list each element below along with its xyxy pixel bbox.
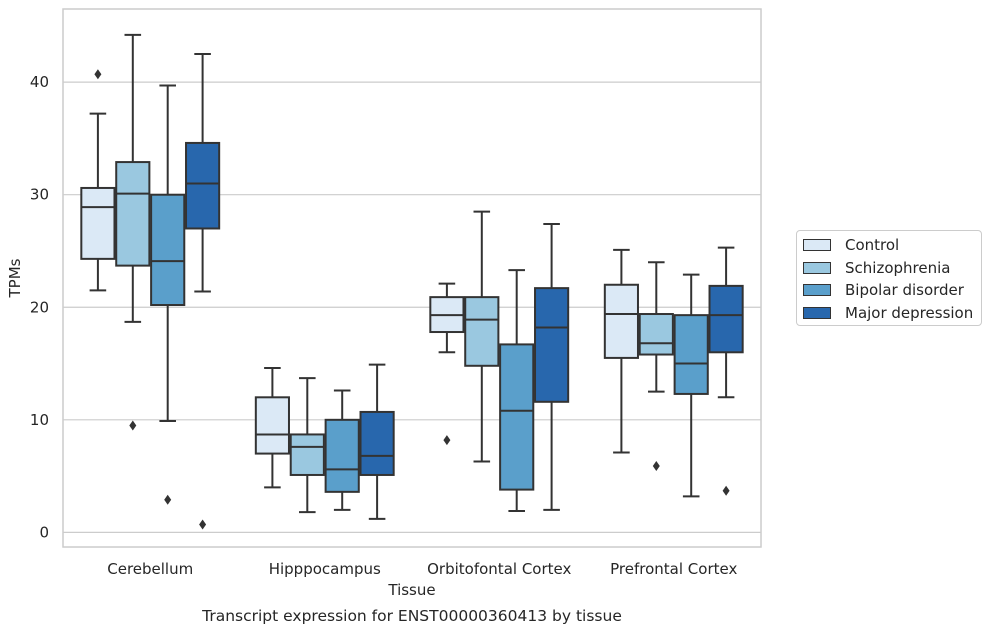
box-3-0 bbox=[185, 53, 221, 530]
box-series bbox=[80, 33, 744, 530]
outlier-point-0 bbox=[199, 519, 207, 530]
box-iqr bbox=[185, 141, 221, 230]
box-iqr bbox=[324, 418, 360, 493]
legend-label-control: Control bbox=[845, 236, 900, 255]
y-tick-label-30: 30 bbox=[30, 186, 49, 204]
box-2-1 bbox=[324, 389, 360, 511]
x-tick-label-0: Cerebellum bbox=[107, 560, 193, 578]
legend-swatch-control bbox=[803, 239, 831, 252]
y-tick-labels: 0 10 20 30 40 bbox=[30, 73, 49, 541]
legend-swatch-schizophrenia bbox=[803, 261, 831, 274]
legend-item-schizophrenia: Schizophrenia bbox=[803, 257, 981, 280]
box-1-3 bbox=[638, 261, 674, 471]
box-2-2 bbox=[499, 269, 535, 512]
box-iqr bbox=[289, 433, 325, 476]
box-iqr bbox=[115, 161, 151, 267]
box-0-2 bbox=[429, 282, 465, 446]
box-2-3 bbox=[673, 273, 709, 498]
box-iqr bbox=[603, 283, 639, 359]
box-iqr bbox=[534, 287, 570, 403]
outlier-point-0 bbox=[443, 435, 451, 446]
box-iqr bbox=[708, 284, 744, 354]
box-3-2 bbox=[534, 222, 570, 511]
chart-title: Transcript expression for ENST0000036041… bbox=[201, 607, 622, 625]
x-tick-label-1: Hipppocampus bbox=[269, 560, 381, 578]
y-tick-label-40: 40 bbox=[30, 73, 49, 91]
box-2-0 bbox=[150, 84, 186, 505]
legend-label-bipolar-disorder: Bipolar disorder bbox=[845, 281, 964, 300]
box-iqr bbox=[359, 410, 395, 476]
box-1-2 bbox=[464, 210, 500, 463]
box-iqr bbox=[150, 193, 186, 307]
box-0-0 bbox=[80, 69, 116, 292]
y-tick-label-20: 20 bbox=[30, 298, 49, 316]
box-3-1 bbox=[359, 363, 395, 520]
box-1-0 bbox=[115, 33, 151, 431]
legend-item-control: Control bbox=[803, 234, 981, 257]
legend: Control Schizophrenia Bipolar disorder M… bbox=[796, 230, 982, 326]
outlier-point-0 bbox=[94, 69, 102, 80]
y-axis-label: TPMs bbox=[6, 258, 24, 298]
legend-item-bipolar-disorder: Bipolar disorder bbox=[803, 279, 981, 302]
box-iqr bbox=[673, 314, 709, 395]
legend-label-major-depression: Major depression bbox=[845, 303, 974, 322]
legend-swatch-major-depression bbox=[803, 306, 831, 319]
outlier-point-0 bbox=[722, 485, 730, 496]
box-iqr bbox=[638, 313, 674, 356]
legend-item-major-depression: Major depression bbox=[803, 302, 981, 325]
legend-swatch-bipolar-disorder bbox=[803, 284, 831, 297]
legend-label-schizophrenia: Schizophrenia bbox=[845, 258, 951, 277]
outlier-point-0 bbox=[129, 420, 137, 431]
outlier-point-0 bbox=[164, 494, 172, 505]
grid-lines bbox=[63, 81, 761, 533]
x-tick-label-3: Prefrontal Cortex bbox=[610, 560, 737, 578]
box-0-1 bbox=[254, 367, 290, 489]
box-iqr bbox=[80, 186, 116, 260]
box-iqr bbox=[464, 296, 500, 367]
outlier-point-0 bbox=[652, 460, 660, 471]
y-tick-label-0: 0 bbox=[39, 523, 49, 541]
y-tick-label-10: 10 bbox=[30, 411, 49, 429]
x-tick-labels: Cerebellum Hipppocampus Orbitofontal Corte… bbox=[107, 560, 737, 578]
box-3-3 bbox=[708, 246, 744, 496]
box-iqr bbox=[499, 343, 535, 491]
box-0-3 bbox=[603, 248, 639, 454]
box-1-1 bbox=[289, 377, 325, 514]
x-tick-label-2: Orbitofontal Cortex bbox=[427, 560, 571, 578]
x-axis-label: Tissue bbox=[387, 581, 435, 599]
box-iqr bbox=[254, 396, 290, 455]
